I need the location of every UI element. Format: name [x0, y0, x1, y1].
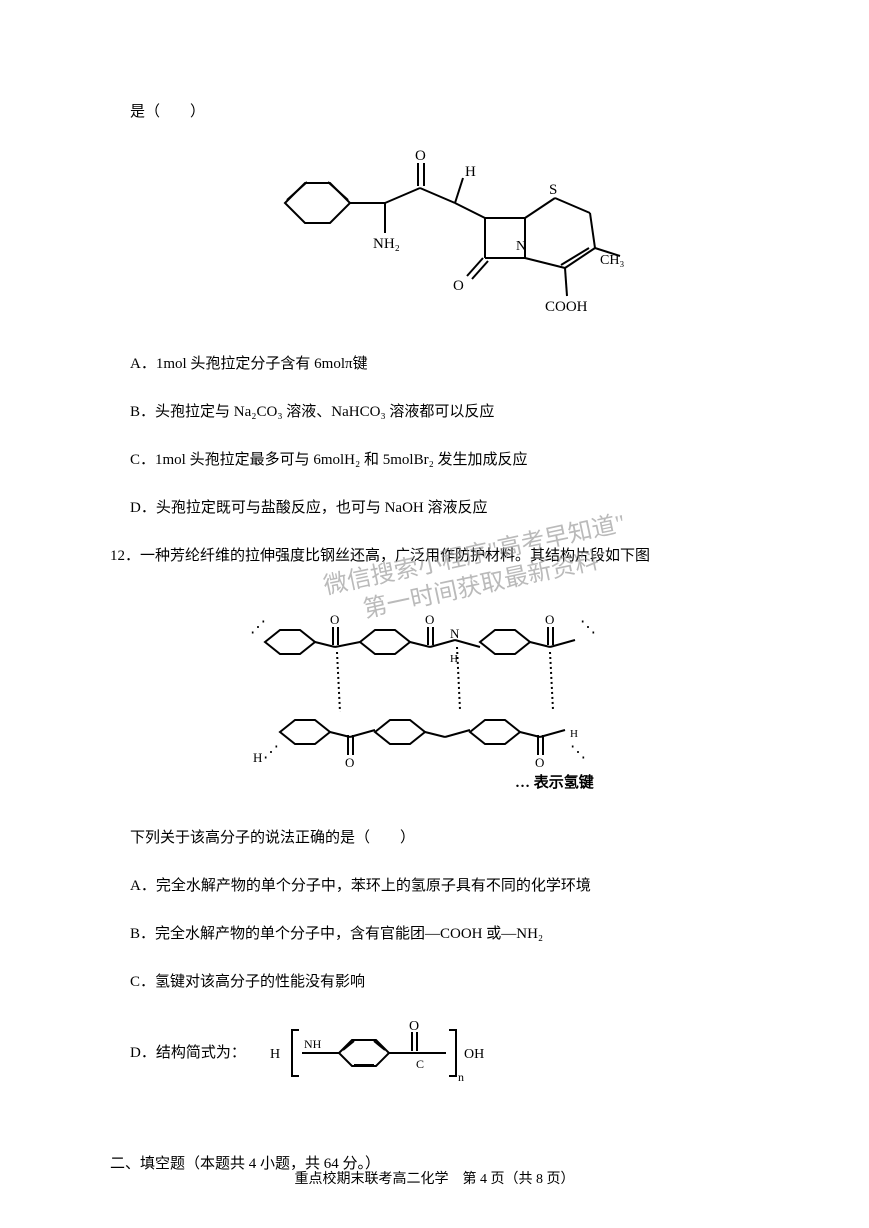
svg-text:⋱: ⋱	[580, 619, 596, 636]
q12-option-c: C．氢键对该高分子的性能没有影响	[110, 970, 759, 994]
svg-text:O: O	[535, 755, 544, 770]
svg-text:N: N	[516, 239, 526, 254]
q12-line: 12．一种芳纶纤维的拉伸强度比钢丝还高，广泛用作防护材料。其结构片段如下图	[110, 544, 759, 568]
q12-diagram-container: O O O N O O H H H ⋰ ⋱ ⋰ ⋱ … 表示氢键	[110, 592, 759, 802]
svg-text:⋰: ⋰	[263, 744, 279, 761]
q12-stem: 一种芳纶纤维的拉伸强度比钢丝还高，广泛用作防护材料。其结构片段如下图	[140, 548, 650, 564]
q11-option-c: C．1mol 头孢拉定最多可与 6molH₂ 和 5molBr₂ 发生加成反应	[110, 448, 759, 472]
footer-prefix: 重点校期末联考高二化学 第	[295, 1172, 481, 1187]
q12-option-b: B．完全水解产物的单个分子中，含有官能团—COOH 或—NH₂	[110, 922, 759, 946]
svg-text:H: H	[570, 728, 578, 740]
svg-text:O: O	[425, 612, 434, 627]
q12-number: 12．	[110, 548, 140, 564]
svg-text:S: S	[549, 182, 557, 198]
q11-diagram-container: O H S NH₂ N O CH₃ COOH	[110, 148, 759, 328]
svg-text:H: H	[465, 164, 476, 180]
q11-option-d: D．头孢拉定既可与盐酸反应，也可与 NaOH 溶液反应	[110, 496, 759, 520]
q12-option-a: A．完全水解产物的单个分子中，苯环上的氢原子具有不同的化学环境	[110, 874, 759, 898]
footer-suffix: 页）	[543, 1172, 575, 1187]
svg-text:H: H	[270, 1047, 280, 1062]
footer-mid: 页（共	[487, 1172, 536, 1187]
q12-option-d-row: D．结构简式为： H NH O C OH n	[110, 1018, 759, 1088]
page-footer: 重点校期末联考高二化学 第 4 页（共 8 页）	[0, 1168, 869, 1188]
svg-text:NH₂: NH₂	[373, 236, 400, 252]
svg-text:C: C	[416, 1057, 424, 1071]
svg-text:H: H	[253, 750, 262, 765]
svg-text:O: O	[330, 612, 339, 627]
svg-text:H: H	[450, 653, 458, 665]
svg-text:O: O	[345, 755, 354, 770]
svg-text:⋱: ⋱	[570, 744, 586, 761]
q11-stem-tail: 是（ ）	[110, 100, 759, 124]
svg-text:OH: OH	[464, 1047, 484, 1062]
footer-page-current: 4	[480, 1172, 487, 1187]
svg-text:N: N	[450, 626, 460, 641]
svg-text:O: O	[415, 148, 426, 164]
svg-text:O: O	[545, 612, 554, 627]
svg-text:n: n	[458, 1070, 464, 1084]
q11-option-b: B．头孢拉定与 Na₂CO₃ 溶液、NaHCO₃ 溶液都可以反应	[110, 400, 759, 424]
svg-text:… 表示氢键: … 表示氢键	[515, 773, 594, 791]
q12-polymer-structure: O O O N O O H H H ⋰ ⋱ ⋰ ⋱ … 表示氢键	[225, 592, 645, 802]
footer-page-total: 8	[536, 1172, 543, 1187]
q11-option-a: A．1mol 头孢拉定分子含有 6molπ键	[110, 352, 759, 376]
q11-chemical-structure: O H S NH₂ N O CH₃ COOH	[245, 148, 625, 328]
svg-text:CH₃: CH₃	[600, 253, 624, 268]
svg-text:COOH: COOH	[545, 299, 588, 315]
q12-option-d-label: D．结构简式为：	[130, 1041, 246, 1065]
svg-text:O: O	[453, 278, 464, 294]
svg-text:O: O	[409, 1019, 419, 1034]
q12-mid-text: 下列关于该高分子的说法正确的是（ ）	[110, 826, 759, 850]
q12-option-d-structure: H NH O C OH n	[254, 1018, 504, 1088]
svg-text:NH: NH	[304, 1037, 322, 1051]
svg-text:⋰: ⋰	[250, 619, 266, 636]
